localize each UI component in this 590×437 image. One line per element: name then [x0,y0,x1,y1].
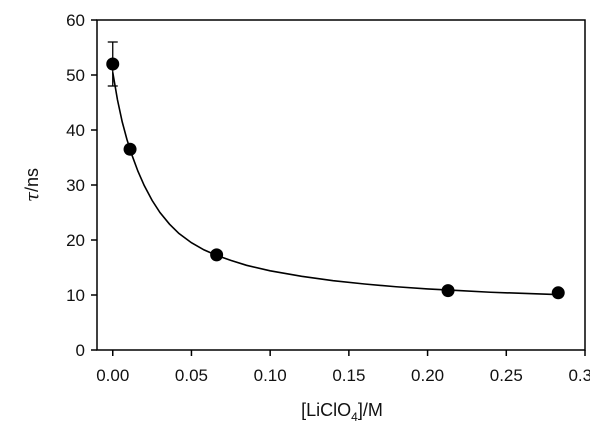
y-axis-title: τ/ns [22,168,43,202]
x-tick-label-6: 0.30 [568,366,590,385]
y-tick-label-6: 60 [66,11,85,30]
x-axis-title: [LiClO4]/M [301,400,383,424]
x-tick-label-5: 0.25 [490,366,523,385]
y-axis-ticks: 0 10 20 30 40 50 60 [66,11,97,360]
y-tick-label-3: 30 [66,176,85,195]
x-tick-label-4: 0.20 [411,366,444,385]
data-point-0 [106,57,120,71]
plot-frame [96,19,586,351]
x-axis-ticks: 0.00 0.05 0.10 0.15 0.20 0.25 0.30 [96,350,590,385]
x-tick-label-1: 0.05 [175,366,208,385]
y-tick-label-1: 10 [66,286,85,305]
data-points-group [106,41,565,300]
x-tick-label-3: 0.15 [332,366,365,385]
y-tick-label-2: 20 [66,231,85,250]
y-tick-label-0: 0 [76,341,85,360]
x-tick-label-0: 0.00 [96,366,129,385]
y-tick-label-5: 50 [66,66,85,85]
data-point-4 [551,286,565,300]
fit-curve-group [111,72,554,296]
y-tick-label-4: 40 [66,121,85,140]
plot-border [96,19,586,351]
data-point-2 [210,248,224,262]
data-point-1 [123,142,137,156]
fit-curve-line [111,72,554,296]
data-point-3 [441,284,455,298]
x-tick-label-2: 0.10 [254,366,287,385]
